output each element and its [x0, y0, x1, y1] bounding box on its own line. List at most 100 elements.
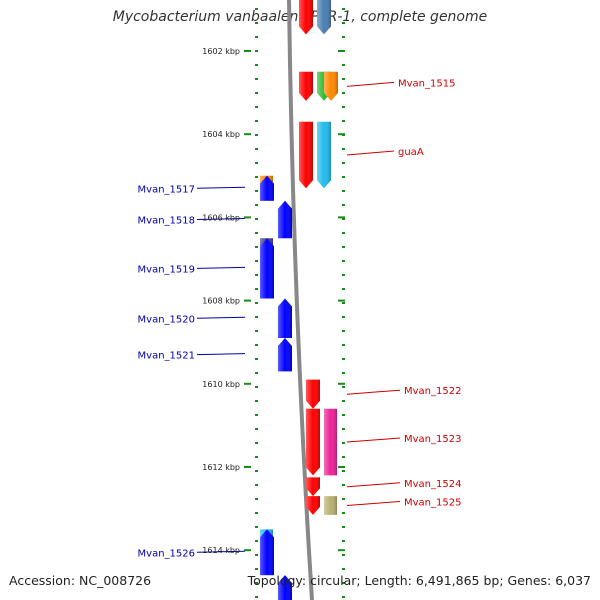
- gene-label-leader: [346, 389, 401, 395]
- gene-label-leader: [196, 186, 246, 189]
- tick-mark: [255, 568, 258, 570]
- tick-mark: [342, 36, 345, 38]
- gene-shading: [260, 529, 274, 576]
- tick-mark: [255, 400, 258, 402]
- gene-label[interactable]: Mvan_1525: [404, 497, 461, 508]
- kbp-major-tick: [338, 50, 345, 52]
- tick-mark: [342, 316, 345, 318]
- tick-mark: [342, 330, 345, 332]
- tick-mark: [342, 106, 345, 108]
- tick-mark: [255, 162, 258, 164]
- tick-mark: [255, 344, 258, 346]
- genome-backbone: [287, 0, 314, 600]
- tick-mark: [342, 274, 345, 276]
- gene-shading: [299, 0, 313, 35]
- tick-mark: [255, 274, 258, 276]
- gene-label-leader: [196, 316, 246, 319]
- kbp-label: 1602 kbp: [202, 47, 240, 56]
- kbp-major-tick: [244, 549, 251, 552]
- kbp-label: 1606 kbp: [202, 213, 240, 222]
- gene-label-leader: [196, 353, 246, 356]
- gene-label[interactable]: Mvan_1515: [398, 78, 455, 89]
- tick-mark: [255, 554, 258, 556]
- tick-mark: [255, 498, 258, 500]
- gene-shading: [299, 121, 313, 189]
- tick-mark: [255, 372, 258, 374]
- tick-mark: [255, 386, 258, 388]
- tick-mark: [342, 568, 345, 570]
- tick-mark: [255, 470, 258, 472]
- gene-label[interactable]: Mvan_1526: [138, 548, 195, 559]
- tick-mark: [342, 218, 345, 220]
- gene-label[interactable]: Mvan_1524: [404, 479, 461, 490]
- tick-mark: [342, 442, 345, 444]
- gene-label[interactable]: Mvan_1517: [138, 184, 195, 195]
- tick-mark: [342, 302, 345, 304]
- tick-mark: [255, 288, 258, 290]
- tick-mark: [255, 414, 258, 416]
- gene-label[interactable]: Mvan_1523: [404, 434, 461, 445]
- gene-label-leader: [196, 217, 246, 220]
- gene-shading: [260, 175, 274, 201]
- tick-mark: [342, 120, 345, 122]
- kbp-major-tick: [338, 216, 345, 219]
- gene-shading: [299, 71, 313, 101]
- tick-mark: [342, 260, 345, 262]
- tick-mark: [342, 176, 345, 178]
- tick-mark: [255, 92, 258, 94]
- kbp-major-tick: [338, 549, 345, 552]
- kbp-major-tick: [338, 133, 345, 136]
- gene-label[interactable]: Mvan_1520: [138, 314, 195, 325]
- gene-label[interactable]: Mvan_1519: [138, 264, 195, 275]
- gene-label[interactable]: Mvan_1522: [404, 386, 461, 397]
- tick-mark: [255, 302, 258, 304]
- tick-mark: [255, 232, 258, 234]
- gene-label-leader: [346, 437, 401, 443]
- tick-mark: [255, 176, 258, 178]
- tick-mark: [255, 22, 258, 24]
- tick-mark: [342, 162, 345, 164]
- tick-mark: [342, 414, 345, 416]
- tick-mark: [255, 358, 258, 360]
- gene-shading: [317, 0, 331, 35]
- accession-text: Accession: NC_008726: [9, 573, 152, 588]
- tick-mark: [342, 386, 345, 388]
- tick-mark: [255, 218, 258, 220]
- tick-mark: [342, 246, 345, 248]
- gene-shading: [324, 71, 338, 101]
- tick-mark: [255, 64, 258, 66]
- tick-mark: [255, 148, 258, 150]
- tick-mark: [255, 106, 258, 108]
- tick-mark: [342, 8, 345, 10]
- gene-label[interactable]: guaA: [398, 147, 424, 158]
- tick-mark: [342, 582, 345, 584]
- gene-shading: [278, 298, 292, 339]
- kbp-major-tick: [244, 299, 251, 302]
- tick-mark: [255, 120, 258, 122]
- tick-mark: [255, 8, 258, 10]
- gene-label[interactable]: Mvan_1518: [138, 215, 195, 226]
- tick-mark: [255, 484, 258, 486]
- gene-label-leader: [196, 550, 246, 553]
- tick-mark: [342, 428, 345, 430]
- kbp-scale: 1602 kbp 1604 kbp 1606 kbp 1608 kbp 1610 kbp…: [202, 47, 345, 555]
- tick-mark: [342, 148, 345, 150]
- tick-mark: [342, 92, 345, 94]
- tick-mark: [255, 190, 258, 192]
- tick-mark: [342, 456, 345, 458]
- gene-label-leader: [346, 500, 401, 506]
- tick-mark: [342, 554, 345, 556]
- genome-summary: Topology: circular; Length: 6,491,865 bp…: [247, 573, 591, 588]
- tick-mark: [255, 512, 258, 514]
- tick-mark: [342, 64, 345, 66]
- tick-mark: [342, 484, 345, 486]
- gene-label-leader: [346, 150, 395, 156]
- gene-shading: [260, 238, 274, 299]
- gene-label[interactable]: Mvan_1521: [138, 351, 195, 362]
- gene-shading: [278, 575, 292, 600]
- tick-mark: [255, 78, 258, 80]
- tick-mark: [342, 540, 345, 542]
- kbp-major-tick: [338, 382, 345, 385]
- kbp-label: 1608 kbp: [202, 297, 240, 306]
